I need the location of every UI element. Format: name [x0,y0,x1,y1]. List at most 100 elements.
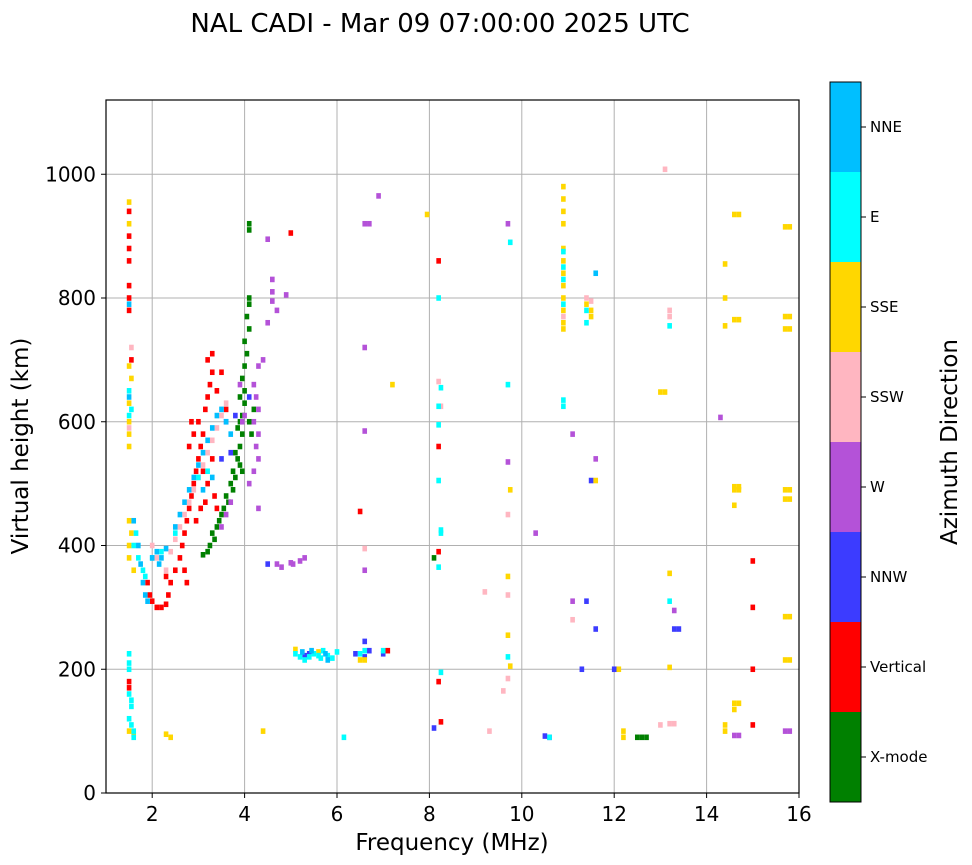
echo-point [290,561,296,567]
echo-point [200,487,206,493]
echo-point [584,319,589,326]
echo-point [341,734,347,741]
echo-point [593,456,599,462]
echo-point [782,326,788,332]
echo-point [242,400,247,406]
echo-point [593,270,599,277]
echo-point [196,418,201,425]
x-tick-label: 10 [509,802,534,826]
echo-point [136,542,141,549]
echo-point [362,647,368,654]
echo-point [750,666,756,673]
echo-point [561,196,566,202]
echo-point [722,261,728,267]
echo-point [283,292,289,298]
colorbar-tick-label: SSW [870,388,904,406]
echo-point [561,397,566,403]
echo-point [323,650,328,657]
echo-point [233,474,238,481]
echo-point [718,414,723,421]
echo-point [431,725,437,731]
series-w [219,193,793,739]
echo-point [209,437,215,444]
echo-point [593,477,599,484]
echo-point [311,650,317,657]
echo-point [376,193,381,199]
echo-point [561,301,566,307]
echo-point [639,734,645,741]
echo-point [126,233,132,239]
echo-point [732,706,737,713]
echo-point [200,462,206,468]
colorbar-tick-label: X-mode [870,748,927,766]
echo-point [570,616,575,623]
echo-point [438,403,444,410]
echo-point [186,443,192,450]
echo-point [438,384,444,391]
echo-point [782,487,788,493]
echo-point [189,418,194,425]
x-tick-label: 8 [423,802,436,826]
echo-point [302,555,307,561]
echo-point [431,555,437,561]
echo-point [219,369,224,376]
echo-point [561,295,566,301]
echo-point [163,567,169,574]
echo-point [200,551,206,558]
echo-point [507,239,513,246]
echo-point [297,558,303,564]
echo-point [207,381,213,388]
echo-point [182,499,187,505]
colorbar-label: Azimuth Direction [937,339,963,545]
echo-point [288,230,294,236]
echo-point [732,316,737,323]
echo-point [193,517,199,524]
series-vertical [126,208,756,728]
echo-point [482,589,488,595]
echo-point [330,655,335,661]
echo-point [242,338,247,345]
echo-point [634,734,640,741]
chart-title: NAL CADI - Mar 09 07:00:00 2025 UTC [190,9,689,39]
echo-point [507,663,513,669]
echo-point [219,456,224,462]
echo-point [249,431,254,437]
y-axis-label: Virtual height (km) [8,338,34,555]
colorbar-swatch [830,352,861,442]
echo-point [246,394,252,400]
echo-point [671,626,677,632]
echo-point [209,530,215,536]
echo-point [732,211,737,218]
echo-point [196,456,201,462]
echo-point [131,567,137,574]
echo-point [676,626,682,632]
echo-point [142,592,148,598]
echo-point [131,728,137,734]
echo-point [722,722,728,728]
echo-point [505,592,511,598]
echo-point [214,388,220,394]
echo-point [787,313,793,320]
echo-point [732,502,737,509]
echo-point [251,418,257,425]
echo-point [233,412,238,419]
echo-point [126,418,132,425]
echo-point [561,258,566,264]
echo-point [228,431,234,437]
echo-point [782,728,788,734]
echo-point [505,511,511,518]
echo-point [253,443,259,450]
echo-point [722,323,728,329]
echo-point [505,220,511,227]
echo-point [667,323,672,329]
echo-point [233,449,238,456]
echo-point [246,220,252,227]
echo-point [561,282,566,289]
echo-point [561,220,566,227]
echo-point [126,678,132,685]
y-tick-label: 1000 [45,162,96,186]
echo-point [671,720,677,727]
echo-point [750,558,756,564]
echo-point [209,369,215,376]
echo-point [736,732,742,739]
